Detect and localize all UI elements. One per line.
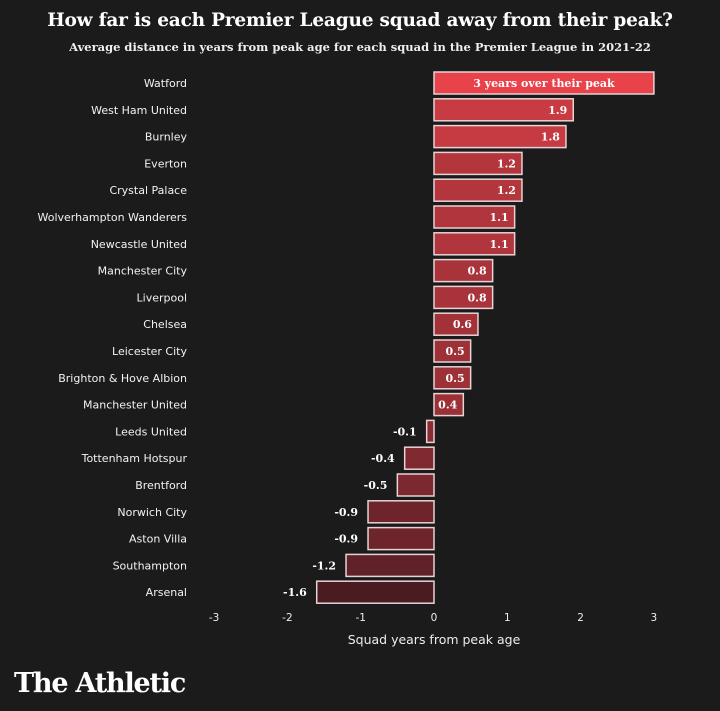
bar [433,312,479,336]
category-label: Norwich City [117,506,187,519]
bar [433,285,494,310]
bars-group: Watford 3 years over their peak West Ham U… [38,71,655,604]
bar [433,339,472,363]
x-tick-label: 1 [504,612,511,624]
x-tick-label: -3 [209,612,219,624]
x-axis-ticks: -3 -2 -1 0 1 2 3 [209,612,657,624]
bar-value-label: 1.1 [489,211,508,224]
bar [345,553,435,578]
chart-title: How far is each Premier League squad awa… [47,10,673,31]
bar [433,71,655,95]
x-axis-label: Squad years from peak age [348,632,521,647]
bar-value-label: 1.8 [541,131,560,144]
bar-value-label: 1.9 [548,104,567,117]
category-label: Burnley [145,131,188,144]
chart-subtitle: Average distance in years from peak age … [69,40,651,54]
bar-value-label: 0.8 [467,291,486,304]
bar [433,258,494,283]
bar-value-label: -1.6 [283,586,307,599]
category-label: Wolverhampton Wanderers [38,211,188,224]
bar [433,392,465,417]
bar-value-label: -0.9 [334,506,358,519]
bar-value-label: 0.5 [446,372,465,385]
category-label: Aston Villa [129,533,187,546]
bar [315,580,435,604]
bar-value-label: 0.8 [467,265,486,278]
x-tick-label: -1 [355,612,365,624]
x-tick-label: -2 [282,612,292,624]
category-label: Newcastle United [91,238,187,251]
category-label: Leeds United [115,425,187,438]
bar-value-label: -0.4 [371,452,395,465]
category-label: Leicester City [112,345,187,358]
x-tick-label: 0 [431,612,438,624]
bar [433,232,516,256]
category-label: Liverpool [137,291,187,304]
x-tick-label: 2 [577,612,584,624]
the-athletic-logo: The Athletic [14,668,186,699]
bar-value-label: 0.5 [446,345,465,358]
bar-value-label: 0.4 [438,399,457,412]
category-label: Chelsea [143,318,187,331]
bar-value-label: -1.2 [312,559,336,572]
bar-chart: Watford 3 years over their peak West Ham U… [38,71,657,647]
bar-value-label: -0.1 [393,425,417,438]
category-label: Arsenal [146,586,187,599]
category-label: Watford [144,77,187,90]
bar [367,500,435,524]
category-label: Crystal Palace [109,184,187,197]
bar [433,205,516,229]
bar-value-label: 0.6 [453,318,472,331]
bar [433,366,472,390]
x-tick-label: 3 [651,612,658,624]
bar [367,526,435,551]
bar [403,446,435,470]
category-label: Brighton & Hove Albion [58,372,187,385]
bar-value-label: 3 years over their peak [473,77,615,90]
category-label: Tottenham Hotspur [81,452,188,465]
bar [425,419,435,444]
category-label: Brentford [135,479,187,492]
category-label: Manchester City [98,265,188,278]
bar-value-label: -0.9 [334,533,358,546]
bar [433,178,523,202]
category-label: West Ham United [91,104,187,117]
bar [433,98,575,122]
bar [433,151,523,176]
category-label: Southampton [113,559,187,572]
bar [433,124,567,149]
bar-value-label: 1.1 [489,238,508,251]
category-label: Manchester United [83,399,187,412]
bar-value-label: -0.5 [364,479,388,492]
bar [396,473,435,497]
bar-value-label: 1.2 [497,157,516,170]
category-label: Everton [144,157,187,170]
bar-value-label: 1.2 [497,184,516,197]
